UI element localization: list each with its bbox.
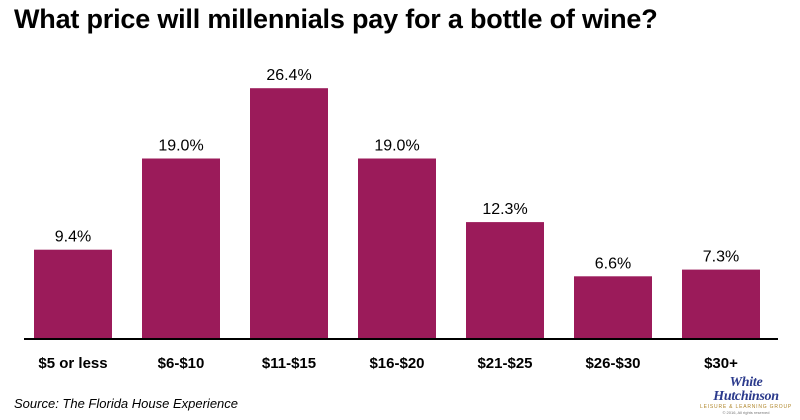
logo-word-white: White <box>729 375 763 390</box>
logo-word-hutchinson: Hutchinson <box>713 389 779 404</box>
x-tick-label-5: $21-$25 <box>477 355 532 372</box>
x-tick-label-7: $30+ <box>704 355 738 372</box>
value-labels-group: 9.4% 19.0% 26.4% 19.0% 12.3% 6.6% 7.3% <box>55 67 739 272</box>
bar-value-label-2: 19.0% <box>158 138 203 155</box>
logo-tagline: Leisure & Learning Group <box>700 404 792 410</box>
x-tick-label-1: $5 or less <box>38 355 107 372</box>
bar-value-label-1: 9.4% <box>55 229 91 246</box>
bar-value-label-5: 12.3% <box>482 201 527 218</box>
x-tick-label-6: $26-$30 <box>585 355 640 372</box>
logo-fine-print: © 2016, All rights reserved <box>722 410 770 415</box>
bar-value-label-7: 7.3% <box>703 249 739 266</box>
bar-2 <box>142 158 220 339</box>
bar-value-label-4: 19.0% <box>374 138 419 155</box>
bar-value-label-3: 26.4% <box>266 67 311 84</box>
bar-7 <box>682 269 760 339</box>
x-tick-label-4: $16-$20 <box>369 355 424 372</box>
bar-3 <box>250 88 328 339</box>
chart-title: What price will millennials pay for a bo… <box>14 4 658 34</box>
bar-value-label-6: 6.6% <box>595 255 631 272</box>
bars-group <box>34 88 760 339</box>
source-note: Source: The Florida House Experience <box>14 396 239 411</box>
x-tick-labels-group: $5 or less $6-$10 $11-$15 $16-$20 $21-$25 $26… <box>38 355 738 372</box>
bar-1 <box>34 249 112 339</box>
bar-5 <box>466 222 544 339</box>
brand-logo: White Hutchinson Leisure & Learning Grou… <box>698 376 794 416</box>
x-tick-label-2: $6-$10 <box>158 355 205 372</box>
bar-4 <box>358 158 436 339</box>
x-tick-label-3: $11-$15 <box>262 355 316 372</box>
bar-6 <box>574 276 652 339</box>
